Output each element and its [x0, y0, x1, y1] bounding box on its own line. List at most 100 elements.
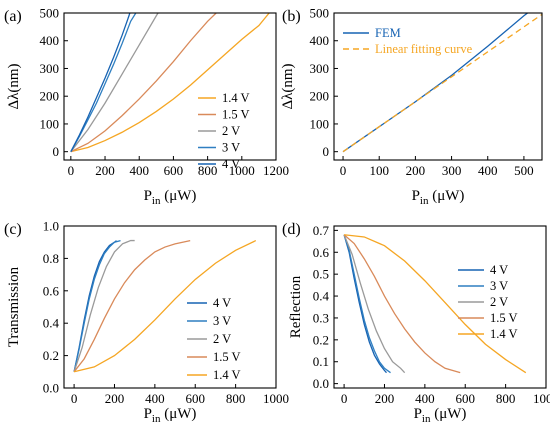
- legend-label: 1.5 V: [490, 311, 518, 325]
- x-tick-label: 100: [369, 163, 389, 178]
- x-axis-label-subscript: in: [152, 413, 161, 425]
- x-tick-label: 400: [415, 391, 435, 406]
- plot-frame: [63, 12, 277, 161]
- x-axis-label-main: P: [144, 406, 152, 422]
- x-axis-label-unit: (μW): [428, 188, 464, 204]
- x-tick-label: 600: [164, 163, 184, 178]
- legend-label: 2 V: [213, 332, 231, 346]
- legend-label: 4 V: [222, 157, 240, 171]
- y-tick-label: 0.4: [43, 316, 60, 331]
- x-tick-label: 400: [478, 163, 498, 178]
- panel-label: (c): [4, 221, 22, 238]
- series-line: [343, 234, 387, 374]
- plot-frame: [333, 225, 547, 389]
- y-axis-label: Transmission: [6, 266, 22, 347]
- series-line: [73, 239, 135, 373]
- x-axis-label: Pin (μW): [144, 188, 197, 207]
- y-axis-label: Reflection: [288, 275, 304, 338]
- y-tick-label: 100: [310, 116, 330, 131]
- y-tick-label: 100: [40, 116, 60, 131]
- legend-label: 3 V: [213, 314, 231, 328]
- x-axis-label-unit: (μW): [430, 406, 466, 422]
- series-line: [344, 234, 527, 374]
- series-line: [343, 234, 406, 374]
- legend-label: 1.4 V: [213, 368, 241, 382]
- x-tick-label: 400: [145, 391, 165, 406]
- legend-label: 4 V: [213, 296, 231, 310]
- y-tick-label: 0.1: [313, 354, 329, 369]
- legend: 4 V 3 V 2 V 1.5 V 1.4 V: [458, 263, 518, 341]
- x-tick-label: 800: [496, 391, 516, 406]
- series-line: [70, 13, 270, 153]
- y-tick-label: 0.6: [43, 283, 60, 298]
- series-line: [70, 13, 217, 153]
- x-axis-label-main: P: [412, 188, 420, 204]
- legend: 4 V 3 V 2 V 1.5 V 1.4 V: [187, 296, 241, 382]
- y-tick-label: 500: [310, 6, 330, 21]
- x-tick-label: 300: [442, 163, 462, 178]
- x-tick-label: 1200: [263, 163, 289, 178]
- x-axis-label-main: P: [144, 188, 152, 204]
- y-tick-label: 400: [310, 33, 330, 48]
- y-axis-label: Δλ(nm): [280, 63, 296, 109]
- y-tick-label: 0.4: [313, 289, 330, 304]
- x-tick-label: 600: [185, 391, 205, 406]
- series-line: [70, 13, 137, 152]
- x-axis-label-subscript: in: [422, 413, 431, 425]
- y-tick-label: 0.5: [313, 267, 329, 282]
- y-tick-label: 0.2: [43, 348, 59, 363]
- x-tick-label: 200: [105, 391, 125, 406]
- y-tick-label: 0.2: [313, 332, 329, 347]
- series-line: [70, 13, 131, 152]
- plot-frame: [63, 225, 277, 389]
- legend-label: 1.4 V: [222, 91, 250, 105]
- panel-d: 0 200 400 600 800 1000 0.0 0.1 0.2 0.3 0.4 0.5 0.6 0.…: [282, 221, 550, 425]
- y-tick-label: 0.6: [313, 245, 330, 260]
- y-tick-label: 0: [53, 144, 60, 159]
- panel-label: (a): [4, 8, 22, 25]
- y-tick-label: 400: [40, 33, 60, 48]
- legend-label: 1.5 V: [222, 108, 250, 122]
- y-axis-label: Δλ(nm): [6, 63, 22, 109]
- x-tick-label: 1000: [229, 163, 255, 178]
- x-axis-label-unit: (μW): [160, 406, 196, 422]
- y-tick-label: 0.7: [313, 223, 330, 238]
- legend-label: 2 V: [222, 124, 240, 138]
- panel-label: (b): [282, 8, 301, 25]
- legend-label: Linear fitting curve: [375, 42, 473, 56]
- x-axis-label-main: P: [414, 406, 422, 422]
- y-tick-label: 200: [310, 89, 330, 104]
- x-tick-label: 400: [129, 163, 149, 178]
- x-tick-label: 0: [71, 391, 78, 406]
- legend-label: 3 V: [222, 141, 240, 155]
- x-tick-label: 1000: [263, 391, 289, 406]
- legend: 1.4 V 1.5 V 2 V 3 V 4 V: [198, 91, 250, 171]
- series-line: [342, 13, 542, 153]
- series-line: [73, 239, 257, 373]
- x-tick-label: 0: [341, 391, 348, 406]
- legend-label: FEM: [375, 26, 401, 40]
- x-tick-label: 800: [198, 163, 218, 178]
- panel-c: 0 200 400 600 800 1000 0.0 0.2 0.4 0.6 0.8 1.0 (c) Tr…: [4, 219, 289, 426]
- x-axis-label: Pin (μW): [412, 188, 465, 207]
- legend-label: 1.5 V: [213, 350, 241, 364]
- x-tick-label: 800: [226, 391, 246, 406]
- series-line: [343, 234, 461, 374]
- legend-label: 4 V: [490, 263, 508, 277]
- series-line: [73, 239, 121, 372]
- x-tick-label: 1000: [533, 391, 550, 406]
- x-axis-label: Pin (μW): [414, 406, 467, 425]
- x-tick-label: 200: [375, 391, 395, 406]
- y-tick-label: 0.8: [43, 251, 59, 266]
- x-tick-label: 200: [95, 163, 115, 178]
- x-tick-label: 600: [455, 391, 475, 406]
- y-tick-label: 300: [310, 61, 330, 76]
- x-tick-label: 200: [406, 163, 426, 178]
- plot-frame: [333, 12, 543, 161]
- legend-label: 3 V: [490, 279, 508, 293]
- panel-b: 0 100 200 300 400 500 0 100 200 300 400 500 (b) Δλ(nm…: [280, 6, 543, 207]
- x-tick-label: 0: [340, 163, 347, 178]
- x-axis-label-subscript: in: [152, 195, 161, 207]
- x-axis-label-subscript: in: [420, 195, 429, 207]
